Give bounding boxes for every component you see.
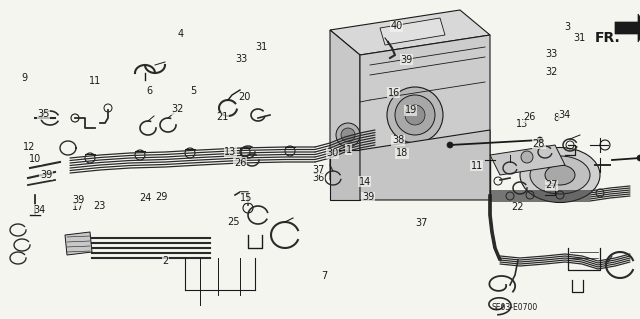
Text: 20: 20	[238, 92, 251, 102]
Text: 11: 11	[88, 76, 101, 86]
Text: 39: 39	[72, 195, 84, 205]
Text: 10: 10	[29, 154, 42, 165]
Ellipse shape	[530, 156, 590, 194]
Text: 34: 34	[33, 205, 46, 215]
Text: 3: 3	[564, 22, 571, 32]
Text: 36: 36	[312, 173, 325, 183]
Polygon shape	[330, 30, 360, 180]
Text: 34: 34	[558, 110, 571, 121]
Polygon shape	[380, 18, 445, 45]
Text: 13: 13	[515, 119, 528, 130]
Circle shape	[537, 137, 543, 143]
Text: 6: 6	[147, 86, 153, 96]
Polygon shape	[360, 130, 490, 200]
Text: 39: 39	[362, 192, 374, 202]
Text: FR.: FR.	[595, 31, 621, 45]
Ellipse shape	[545, 165, 575, 185]
Text: 7: 7	[321, 271, 328, 281]
Circle shape	[336, 123, 360, 147]
Text: 37: 37	[415, 218, 428, 228]
Text: 37: 37	[312, 165, 325, 175]
Text: 11: 11	[470, 161, 483, 171]
Text: 40: 40	[390, 21, 403, 31]
Text: 22: 22	[511, 202, 524, 212]
Text: 23: 23	[93, 201, 106, 211]
Text: 31: 31	[255, 42, 268, 52]
Text: 26: 26	[234, 158, 246, 168]
Text: 13: 13	[224, 146, 237, 157]
Circle shape	[341, 128, 355, 142]
Text: 19: 19	[404, 105, 417, 115]
Text: 32: 32	[545, 67, 558, 77]
Circle shape	[387, 87, 443, 143]
Text: 15: 15	[240, 193, 253, 203]
Polygon shape	[330, 150, 360, 200]
Polygon shape	[490, 145, 565, 175]
Text: 29: 29	[155, 192, 168, 202]
Text: 26: 26	[524, 112, 536, 122]
Text: 17: 17	[72, 202, 84, 212]
Text: 24: 24	[140, 193, 152, 203]
Text: 30: 30	[326, 148, 339, 158]
Text: 27: 27	[545, 180, 558, 190]
Text: 18: 18	[396, 148, 408, 158]
Circle shape	[521, 151, 533, 163]
Ellipse shape	[520, 147, 600, 203]
Circle shape	[447, 142, 453, 148]
Text: 25: 25	[227, 217, 240, 227]
Text: 8: 8	[554, 113, 560, 123]
Text: 32: 32	[172, 104, 184, 114]
Text: 16: 16	[387, 87, 400, 98]
Text: 39: 39	[40, 170, 52, 180]
Text: 4: 4	[177, 29, 184, 40]
Text: 39: 39	[400, 55, 413, 65]
Polygon shape	[330, 10, 490, 55]
Circle shape	[395, 95, 435, 135]
Text: 2: 2	[162, 256, 168, 266]
Circle shape	[637, 155, 640, 161]
Text: 1: 1	[346, 145, 352, 155]
Text: 9: 9	[21, 73, 28, 83]
Text: 33: 33	[236, 54, 248, 64]
Text: 28: 28	[532, 138, 545, 149]
Text: 14: 14	[358, 177, 371, 187]
Text: 33: 33	[545, 49, 558, 59]
Text: 35: 35	[37, 109, 50, 119]
Text: 5: 5	[190, 86, 196, 96]
Text: 31: 31	[573, 33, 586, 43]
Polygon shape	[360, 35, 490, 180]
Polygon shape	[615, 14, 640, 42]
Text: 12: 12	[22, 142, 35, 152]
Text: 21: 21	[216, 112, 229, 122]
Text: SE03-E0700: SE03-E0700	[492, 303, 538, 313]
Text: 38: 38	[392, 135, 404, 145]
Polygon shape	[65, 232, 92, 255]
Circle shape	[405, 105, 425, 125]
